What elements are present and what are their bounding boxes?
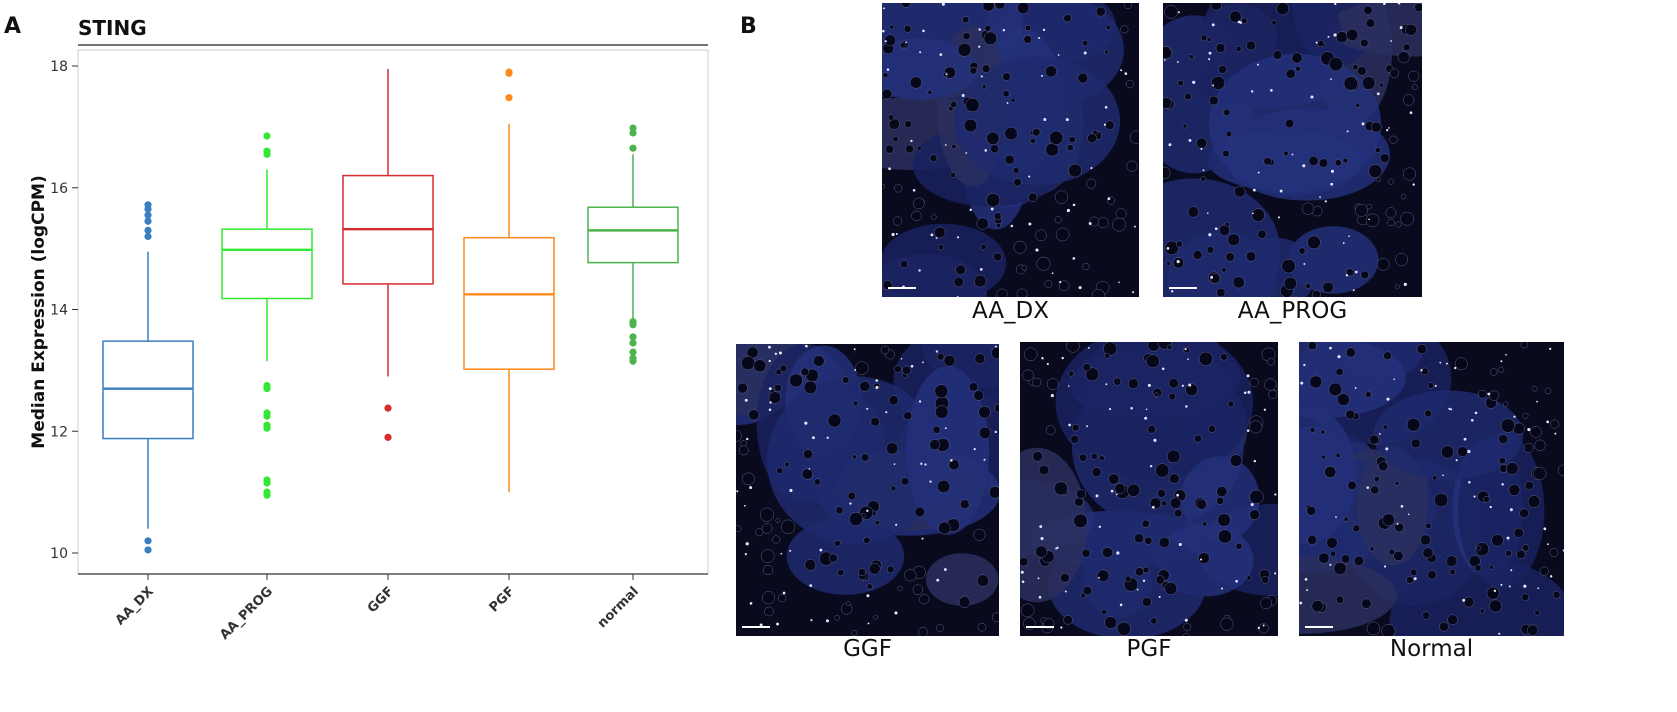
outlier-point [144, 232, 152, 241]
x-tick-label: GGF [365, 584, 397, 616]
outlier-point [629, 357, 637, 365]
micrograph-caption-aa-prog: AA_PROG [1237, 298, 1348, 324]
micrograph-caption-pgf: PGF [1126, 636, 1172, 662]
plot-frame [77, 49, 709, 575]
outlier-point [384, 404, 392, 412]
micrograph-image [882, 3, 1139, 297]
outlier-point [263, 409, 271, 417]
x-tick-label: AA_DX [113, 584, 157, 628]
y-tick-label: 10 [50, 546, 68, 562]
y-tick-label: 18 [50, 59, 68, 75]
y-axis-label: Median Expression (logCPM) [29, 175, 49, 448]
outlier-point [263, 421, 271, 429]
sting-boxplot: STING Median Expression (logCPM) 1012141… [29, 16, 709, 643]
outlier-point [263, 132, 271, 140]
outlier-point [505, 68, 513, 76]
iqr-box [587, 206, 679, 264]
micrograph-image [1299, 342, 1564, 636]
y-tick-label: 12 [50, 424, 68, 440]
outlier-point [144, 546, 152, 554]
outlier-point [629, 144, 637, 152]
box-ggf [342, 69, 434, 441]
micrograph-caption-ggf: GGF [843, 636, 892, 662]
x-axis-ticks: AA_DX AA_PROG GGF PGF normal [113, 574, 642, 643]
micrograph-aa-dx [882, 3, 1139, 297]
outlier-point [263, 147, 271, 155]
outlier-point [629, 333, 637, 341]
micrograph-pgf [1020, 342, 1278, 636]
iqr-box [463, 236, 555, 370]
outlier-point [144, 217, 152, 225]
iqr-box [102, 340, 194, 440]
x-tick-label: normal [595, 584, 642, 631]
panel-b-label: B [740, 14, 757, 39]
outlier-point [144, 211, 152, 219]
outlier-point [144, 226, 152, 234]
outlier-point [263, 381, 271, 390]
outlier-point [263, 476, 271, 484]
micrograph-ggf [736, 344, 999, 636]
micrograph-image [1020, 342, 1278, 636]
chart-title: STING [78, 16, 147, 40]
outlier-point [629, 321, 637, 329]
micrograph-image [736, 344, 999, 636]
outlier-point [263, 491, 271, 499]
micrograph-aa-prog [1163, 3, 1422, 297]
outlier-point [384, 433, 392, 441]
panel-a-label: A [4, 14, 22, 39]
outlier-point [629, 348, 637, 356]
micrograph-caption-normal: Normal [1389, 636, 1474, 662]
y-tick-label: 14 [50, 303, 68, 319]
box-normal [587, 124, 679, 365]
outlier-point [629, 124, 637, 132]
outlier-point [144, 201, 152, 209]
micrograph-image [1163, 3, 1422, 297]
outlier-point [505, 94, 513, 102]
x-tick-label: AA_PROG [217, 584, 276, 643]
y-axis-ticks: 10 12 14 16 18 [50, 59, 78, 562]
micrograph-normal [1299, 342, 1564, 636]
x-tick-label: PGF [487, 584, 518, 615]
box-pgf [463, 68, 555, 493]
outlier-point [144, 537, 152, 545]
iqr-box [221, 228, 313, 300]
box-series [102, 68, 679, 554]
box-aa-prog [221, 132, 313, 499]
y-tick-label: 16 [50, 181, 68, 197]
box-aa-dx [102, 201, 194, 554]
outlier-point [629, 339, 637, 347]
micrograph-caption-aa-dx: AA_DX [971, 298, 1050, 324]
